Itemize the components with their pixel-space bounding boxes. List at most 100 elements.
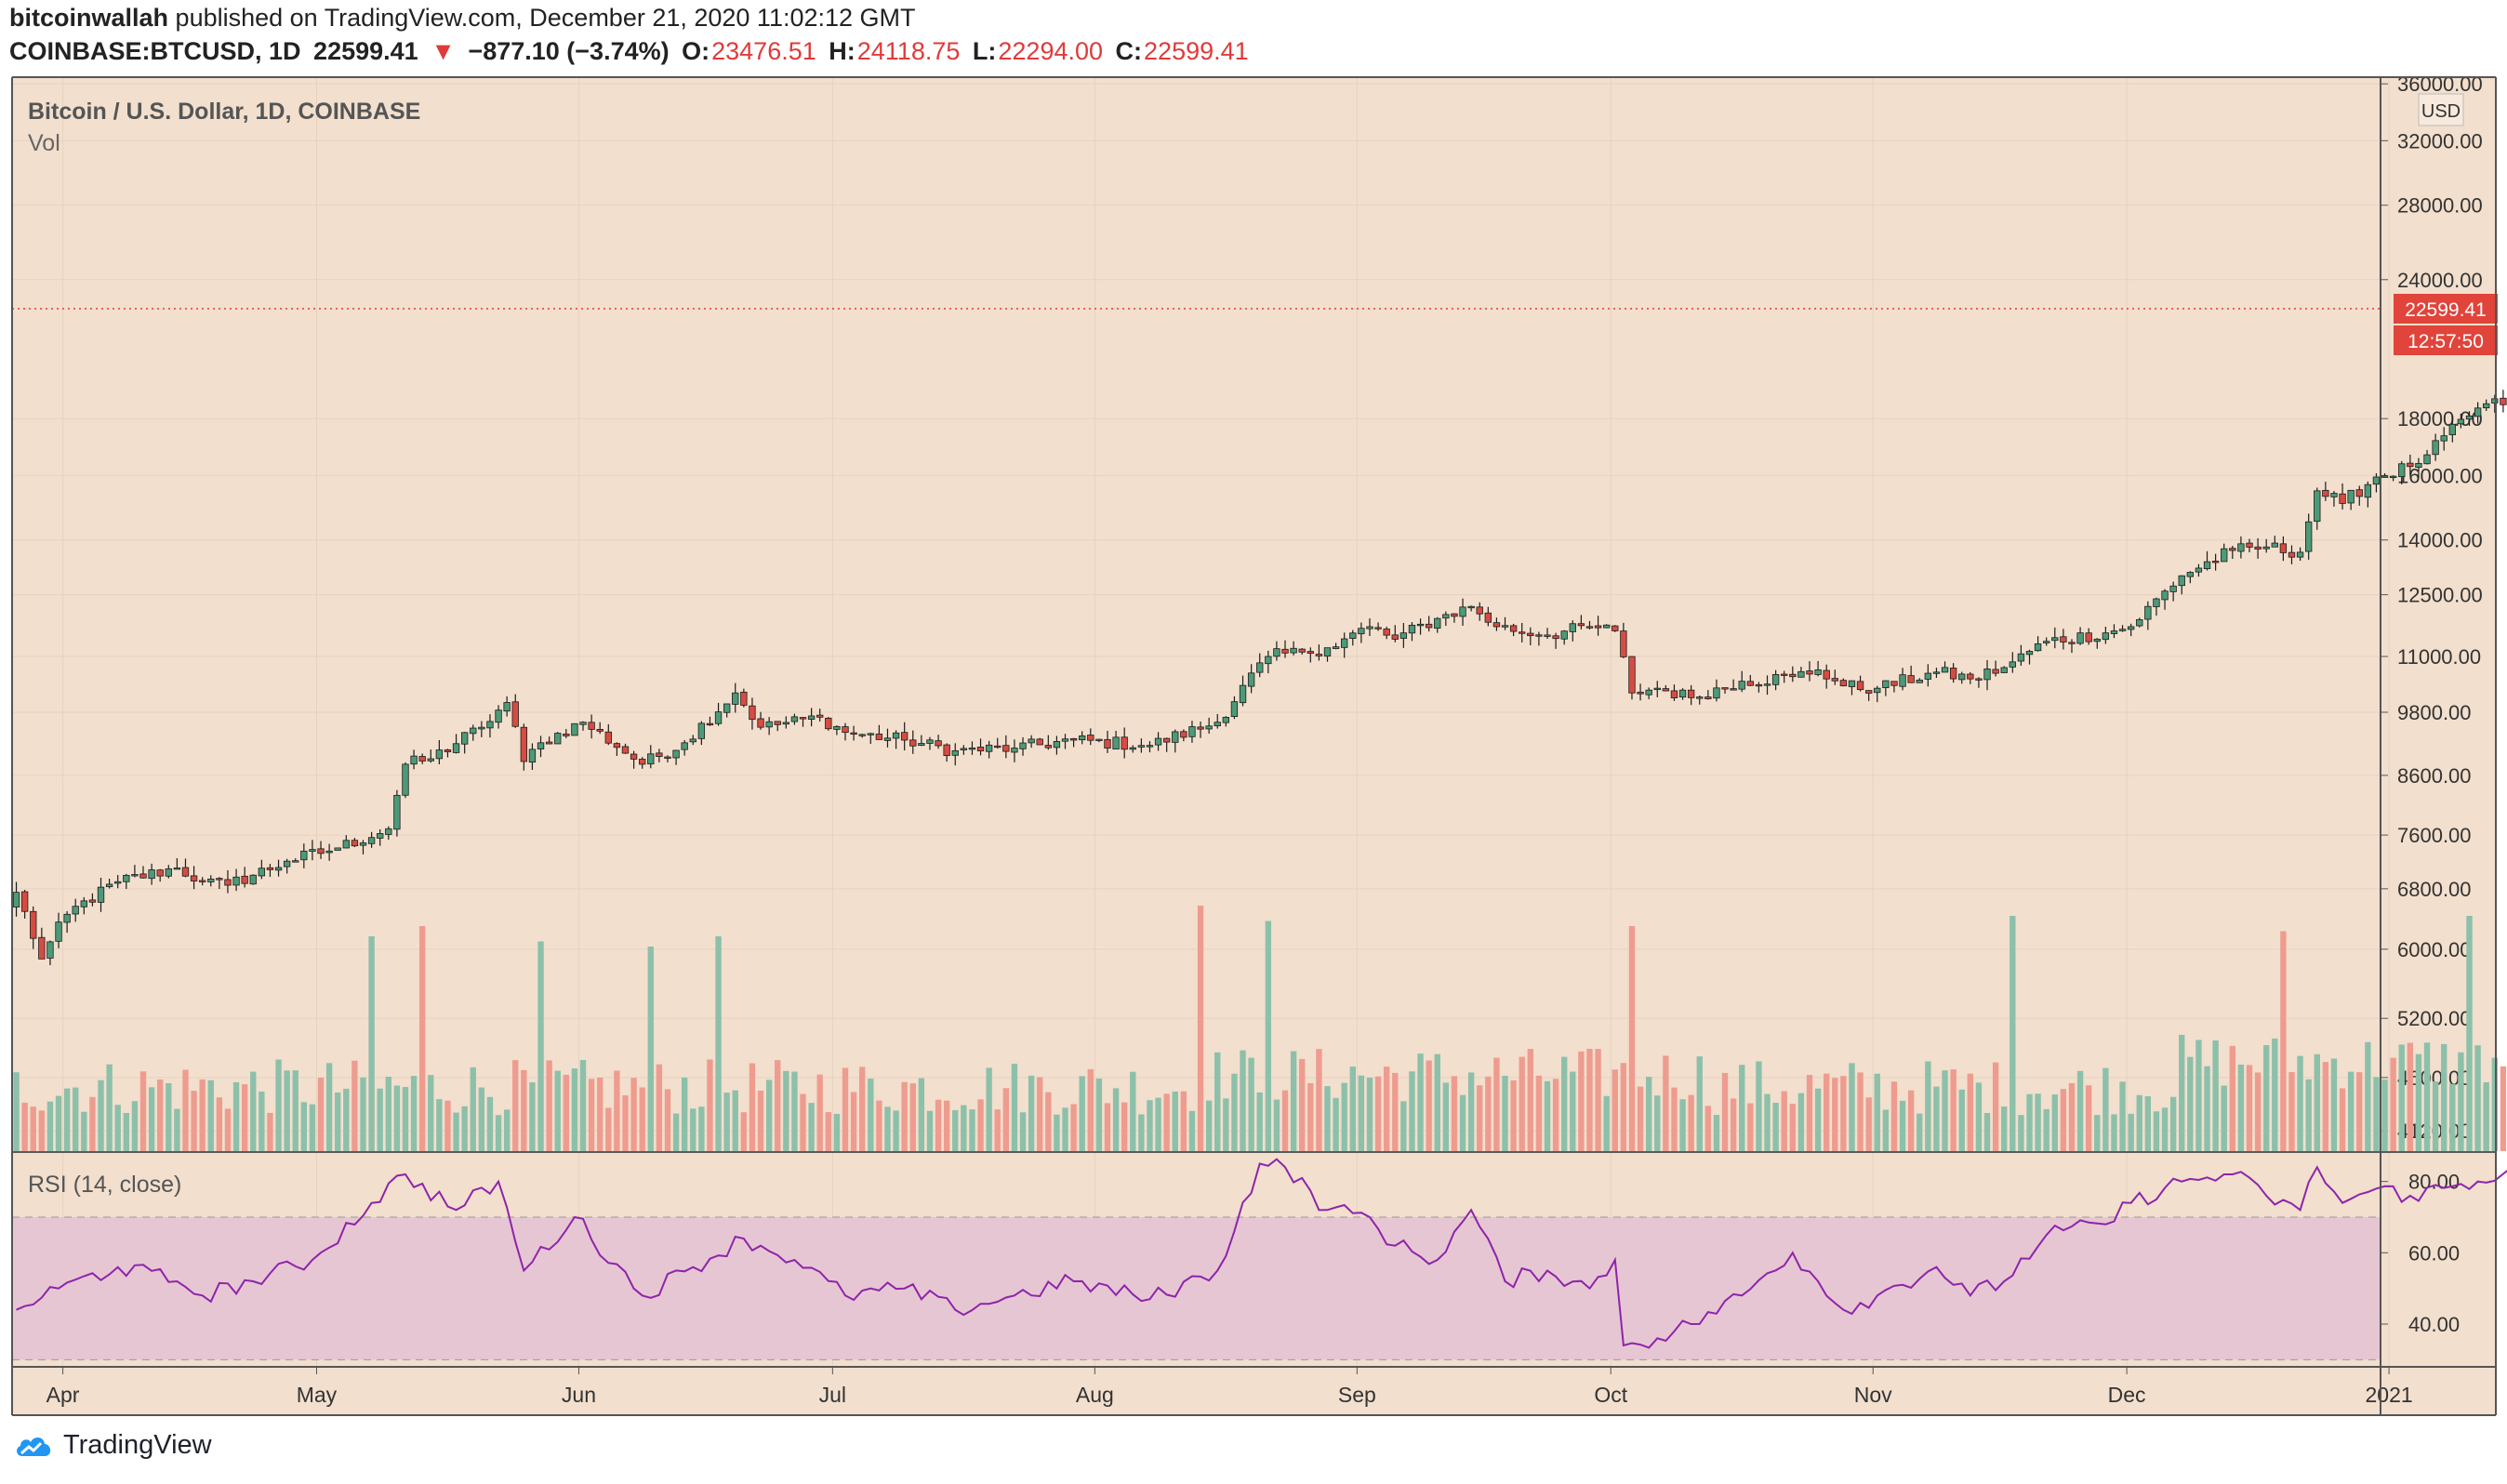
candle-down bbox=[1992, 669, 1999, 674]
candle-down bbox=[2085, 632, 2092, 643]
candle-down bbox=[545, 741, 553, 745]
candle-down bbox=[563, 733, 570, 736]
candle-up bbox=[325, 850, 333, 854]
volume-bar bbox=[1578, 1051, 1585, 1151]
volume-bar bbox=[1882, 1109, 1890, 1151]
candle-up bbox=[495, 709, 502, 723]
time-tick-label: Oct bbox=[1594, 1383, 1627, 1407]
volume-bar bbox=[1248, 1057, 1254, 1151]
candle-up bbox=[2136, 618, 2143, 627]
volume-bar bbox=[1561, 1056, 1568, 1151]
candle-up bbox=[1205, 725, 1213, 730]
price-tick-label: 36000.00 bbox=[2397, 73, 2483, 96]
candle-down bbox=[38, 936, 46, 960]
candle-down bbox=[706, 722, 714, 726]
volume-bar bbox=[1197, 906, 1204, 1151]
volume-bar bbox=[943, 1100, 950, 1151]
volume-bar bbox=[1426, 1060, 1432, 1151]
volume-bar bbox=[977, 1099, 984, 1151]
volume-bar bbox=[1358, 1075, 1365, 1151]
chart-background bbox=[12, 77, 2381, 1367]
volume-bar bbox=[1756, 1061, 1762, 1151]
volume-bar bbox=[360, 1077, 366, 1151]
candle-down bbox=[1755, 683, 1763, 687]
candle-up bbox=[1874, 687, 1881, 694]
volume-bar bbox=[216, 1097, 223, 1151]
volume-bar bbox=[436, 1099, 443, 1151]
volume-bar bbox=[2144, 1096, 2152, 1151]
candle-up bbox=[1079, 735, 1086, 741]
price-tick-label: 28000.00 bbox=[2397, 194, 2483, 218]
volume-bar bbox=[901, 1081, 908, 1151]
candle-down bbox=[88, 899, 97, 903]
volume-bar bbox=[597, 1077, 604, 1151]
volume-bar bbox=[2229, 1045, 2235, 1151]
candle-down bbox=[1975, 678, 1983, 681]
volume-bar bbox=[664, 1089, 671, 1151]
volume-bar bbox=[1002, 1088, 1010, 1151]
candle-up bbox=[790, 716, 799, 722]
candle-up bbox=[1019, 742, 1027, 749]
volume-bar bbox=[2314, 1053, 2320, 1151]
volume-bar bbox=[2356, 1072, 2363, 1151]
candle-up bbox=[2457, 418, 2465, 425]
candle-up bbox=[1603, 624, 1611, 629]
volume-bar bbox=[529, 1082, 536, 1151]
volume-bar bbox=[1451, 1076, 1458, 1151]
tradingview-logo[interactable]: TradingView bbox=[13, 1430, 212, 1461]
volume-bar bbox=[1739, 1065, 1745, 1151]
candle-up bbox=[2153, 598, 2160, 607]
candle-up bbox=[131, 874, 139, 877]
candle-down bbox=[1620, 630, 1627, 657]
rsi-title: RSI (14, close) bbox=[28, 1172, 181, 1198]
volume-bar bbox=[1730, 1098, 1737, 1151]
candle-down bbox=[198, 880, 206, 882]
volume-bar bbox=[1070, 1104, 1077, 1151]
candle-up bbox=[2423, 454, 2431, 465]
symbol-label: COINBASE:BTCUSD, 1D bbox=[9, 37, 301, 65]
candle-up bbox=[2483, 403, 2490, 409]
candle-down bbox=[630, 753, 638, 760]
volume-bar bbox=[1890, 1081, 1898, 1151]
time-tick-label: Jul bbox=[819, 1383, 846, 1407]
volume-bar bbox=[2076, 1070, 2084, 1151]
volume-bar bbox=[1849, 1063, 1855, 1151]
volume-bar bbox=[157, 1079, 164, 1151]
candle-up bbox=[1214, 722, 1221, 727]
candle-down bbox=[1180, 731, 1187, 738]
chart-title: Bitcoin / U.S. Dollar, 1D, COINBASE bbox=[28, 99, 420, 125]
volume-bar bbox=[2001, 1106, 2008, 1151]
volume-bar bbox=[2381, 1080, 2388, 1151]
candle-up bbox=[2398, 463, 2406, 478]
volume-bar bbox=[2068, 1082, 2076, 1151]
candle-up bbox=[97, 886, 105, 903]
candle-down bbox=[1552, 635, 1559, 640]
volume-bar bbox=[1933, 1086, 1940, 1151]
candle-down bbox=[1839, 680, 1848, 687]
candle-up bbox=[697, 722, 706, 739]
volume-bar bbox=[1265, 921, 1272, 1151]
candle-down bbox=[1585, 626, 1594, 629]
volume-bar bbox=[1400, 1101, 1407, 1151]
volume-bar bbox=[1502, 1076, 1508, 1151]
volume-bar bbox=[783, 1070, 789, 1151]
candle-down bbox=[2211, 561, 2220, 563]
volume-bar bbox=[325, 1063, 333, 1151]
volume-bar bbox=[410, 1076, 418, 1151]
candle-up bbox=[2017, 653, 2025, 662]
volume-bar bbox=[1485, 1076, 1492, 1151]
volume-bar bbox=[1383, 1067, 1390, 1151]
volume-bar bbox=[1477, 1085, 1483, 1151]
volume-bar bbox=[2280, 931, 2287, 1151]
author-name[interactable]: bitcoinwallah bbox=[9, 4, 169, 32]
volume-bar bbox=[2441, 1043, 2447, 1151]
candle-up bbox=[55, 921, 62, 942]
candle-up bbox=[2009, 661, 2016, 668]
change-text: −877.10 (−3.74%) bbox=[468, 37, 670, 65]
candle-up bbox=[2491, 398, 2499, 404]
candle-up bbox=[2415, 462, 2422, 468]
volume-bar bbox=[1054, 1114, 1060, 1151]
volume-bar bbox=[2458, 1052, 2464, 1151]
candle-down bbox=[241, 875, 248, 884]
